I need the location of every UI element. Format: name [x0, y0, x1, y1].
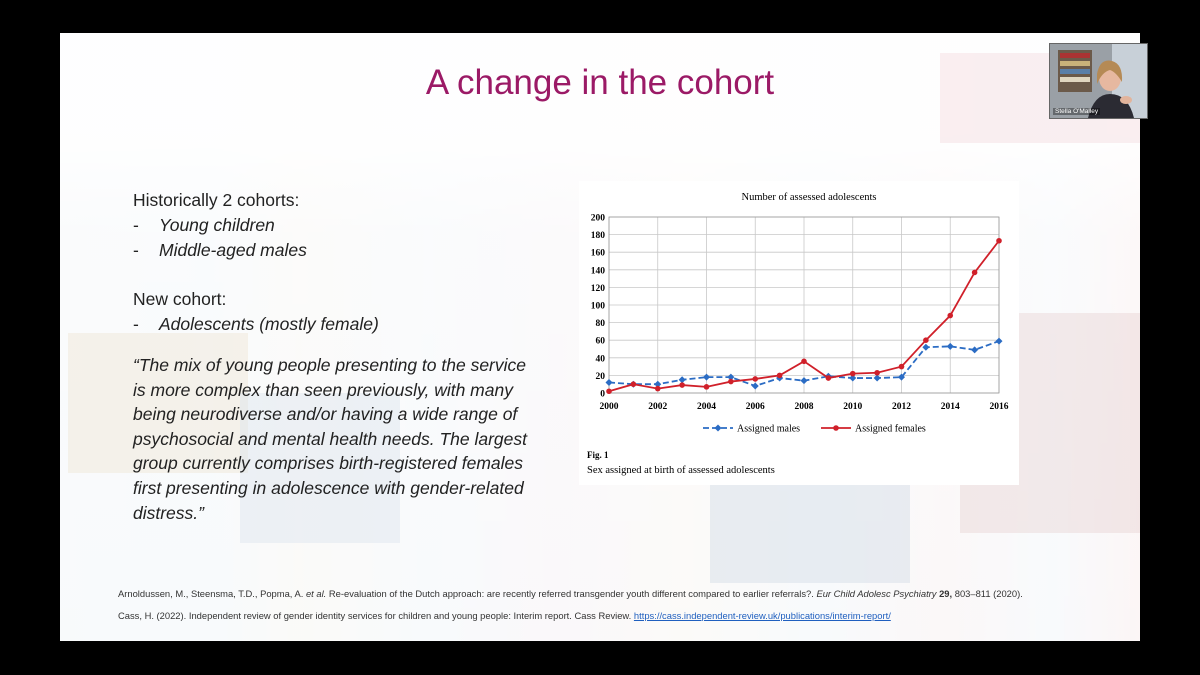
bullet-dash: -	[133, 314, 139, 334]
data-point	[947, 312, 954, 319]
chart-title: Number of assessed adolescents	[741, 192, 876, 203]
x-tick-label: 2002	[648, 402, 667, 412]
chart-grid	[608, 216, 1000, 394]
presentation-slide: A change in the cohort Historically 2 co…	[60, 33, 1140, 641]
y-tick-label: 200	[591, 214, 606, 224]
figure-caption-text: Sex assigned at birth of assessed adoles…	[587, 465, 775, 476]
data-point	[679, 382, 685, 388]
x-tick-label: 2008	[795, 402, 814, 412]
ref2-text: Cass, H. (2022). Independent review of g…	[118, 610, 634, 621]
data-point	[800, 377, 808, 385]
data-point	[776, 372, 783, 379]
y-axis-ticks: 0 20 40 60 80 100 120 140 160 180 200	[591, 214, 606, 400]
data-point	[849, 370, 856, 377]
data-point	[995, 337, 1003, 345]
y-tick-label: 100	[591, 302, 606, 312]
cass-quote: “The mix of young people presenting to t…	[133, 355, 527, 523]
ref2-link[interactable]: https://cass.independent-review.uk/publi…	[633, 610, 891, 621]
data-point	[751, 382, 759, 390]
x-tick-label: 2014	[941, 402, 960, 412]
data-point	[971, 269, 978, 276]
participant-video-tile[interactable]: Stella O'Malley	[1049, 43, 1148, 119]
y-tick-label: 60	[596, 337, 606, 347]
reference-1: Arnoldussen, M., Steensma, T.D., Popma, …	[118, 583, 1023, 605]
y-tick-label: 140	[591, 266, 606, 276]
x-tick-label: 2010	[843, 402, 862, 412]
data-point	[898, 363, 905, 370]
data-point	[654, 380, 662, 388]
slide-body: Historically 2 cohorts: - Young children …	[133, 188, 533, 525]
new-heading: New cohort:	[133, 289, 227, 309]
ref1-volume: 29,	[936, 588, 953, 599]
historic-item: - Middle-aged males	[133, 238, 533, 263]
bullet-dash: -	[133, 215, 139, 235]
legend-swatch-marker	[833, 425, 839, 431]
data-point	[946, 342, 954, 350]
data-point	[801, 358, 807, 365]
chart-legend: Assigned males Assigned females	[703, 424, 926, 435]
slide-title: A change in the cohort	[425, 63, 775, 102]
legend-label: Assigned males	[737, 424, 800, 435]
data-point	[923, 337, 929, 343]
y-tick-label: 180	[591, 231, 606, 241]
y-tick-label: 20	[596, 372, 606, 382]
data-point	[728, 378, 734, 385]
y-tick-label: 80	[596, 319, 606, 329]
y-tick-label: 120	[591, 284, 606, 294]
reference-2: Cass, H. (2022). Independent review of g…	[118, 605, 1023, 627]
plot-frame	[608, 216, 1000, 394]
historic-item-text: Middle-aged males	[159, 240, 307, 260]
data-point	[630, 381, 637, 387]
participant-name: Stella O'Malley	[1053, 108, 1101, 115]
data-point	[922, 343, 930, 351]
line-chart: Number of assessed adolescents 0 20 40 60 80…	[587, 192, 1009, 476]
x-axis-ticks: 2000 2002 2004 2006 2008 2010 2012 2014 2016	[600, 402, 1009, 412]
data-point	[752, 376, 759, 382]
data-point	[971, 346, 979, 354]
references: Arnoldussen, M., Steensma, T.D., Popma, …	[118, 583, 1023, 627]
new-item-text: Adolescents (mostly female)	[159, 314, 379, 334]
ref1-title: Re-evaluation of the Dutch approach: are…	[326, 588, 817, 599]
data-point	[996, 237, 1002, 244]
historic-item-text: Young children	[159, 215, 275, 235]
ref1-pages: 803–811 (2020).	[952, 588, 1023, 599]
historic-item: - Young children	[133, 213, 533, 238]
chart-figure: Number of assessed adolescents 0 20 40 60 80…	[579, 181, 1019, 485]
data-point	[825, 375, 832, 381]
x-tick-label: 2004	[697, 402, 716, 412]
data-point	[654, 385, 661, 392]
ref1-authors: Arnoldussen, M., Steensma, T.D., Popma, …	[118, 588, 306, 599]
data-point	[849, 374, 857, 382]
y-tick-label: 160	[591, 249, 606, 259]
data-point	[898, 373, 905, 381]
data-point	[727, 373, 735, 381]
chart-series	[605, 237, 1003, 395]
data-point	[605, 378, 613, 386]
figure-caption-label: Fig. 1	[587, 450, 609, 460]
x-tick-label: 2016	[990, 402, 1009, 412]
legend-swatch-marker	[714, 424, 722, 432]
data-point	[678, 376, 686, 384]
data-point	[703, 384, 710, 390]
participant-video-frame	[1050, 44, 1147, 118]
legend-label: Assigned females	[855, 424, 926, 435]
data-point	[703, 373, 710, 381]
new-item: - Adolescents (mostly female)	[133, 312, 533, 337]
data-point	[873, 374, 881, 382]
ref1-journal: Eur Child Adolesc Psychiatry	[816, 588, 937, 599]
x-tick-label: 2000	[600, 402, 619, 412]
historic-heading: Historically 2 cohorts:	[133, 190, 300, 210]
y-tick-label: 0	[600, 390, 605, 400]
data-point	[874, 369, 880, 376]
data-point	[606, 388, 612, 395]
ref1-etal: et al.	[305, 588, 327, 599]
x-tick-label: 2006	[746, 402, 765, 412]
y-tick-label: 40	[596, 354, 606, 364]
x-tick-label: 2012	[892, 402, 911, 412]
bullet-dash: -	[133, 240, 139, 260]
